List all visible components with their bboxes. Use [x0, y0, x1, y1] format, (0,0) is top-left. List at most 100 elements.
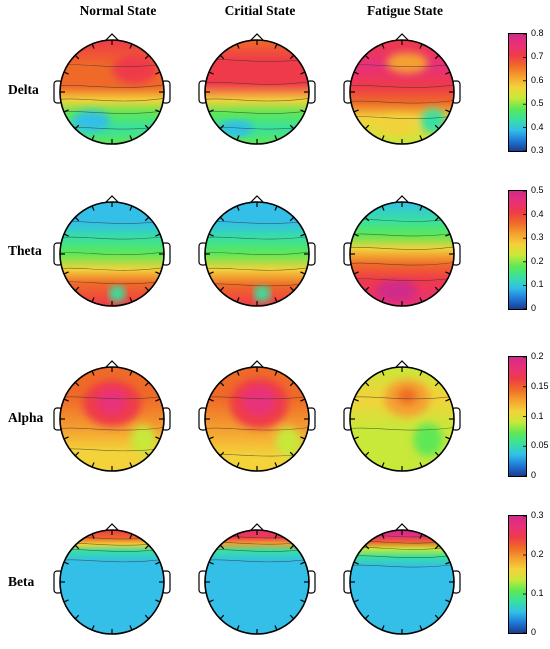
electrode-marker [445, 271, 451, 275]
electrode-marker [364, 614, 370, 620]
activation-region [108, 285, 126, 302]
colorbar-beta [508, 515, 527, 634]
electrode-marker [155, 561, 161, 565]
colorbar-gradient [508, 33, 527, 152]
electrode-marker [289, 124, 295, 130]
electrode-marker [219, 54, 225, 60]
electrode-marker [300, 71, 306, 75]
contour-line [350, 261, 454, 266]
electrode-marker [419, 297, 423, 303]
activation-region [378, 115, 416, 135]
electrode-marker [236, 297, 240, 303]
electrode-marker [219, 286, 225, 292]
activation-region [275, 427, 301, 457]
electrode-marker [63, 271, 69, 275]
colorbar-tick-label: 0.3 [531, 232, 544, 243]
row-label-beta: Beta [8, 574, 35, 589]
electrode-marker [364, 451, 370, 457]
electrode-marker [300, 109, 306, 113]
nose-outline [104, 523, 120, 532]
nose-outline [104, 195, 120, 204]
colorbar-tick-label: 0 [531, 627, 537, 637]
nose-outline [104, 360, 120, 369]
electrode-marker [381, 135, 385, 141]
electrode-marker [144, 614, 150, 620]
activation-region [219, 120, 253, 137]
electrode-marker [419, 370, 423, 376]
electrode-marker [274, 462, 278, 468]
row-label-alpha: Alpha [8, 410, 44, 425]
electrode-marker [236, 625, 240, 631]
electrode-marker [144, 544, 150, 550]
electrode-marker [208, 599, 214, 603]
electrode-marker [445, 436, 451, 440]
electrode-marker [74, 381, 80, 387]
column-title-critical: Critial State [224, 3, 296, 18]
electrode-marker [236, 370, 240, 376]
electrode-marker [74, 54, 80, 60]
contour-line [205, 80, 309, 85]
electrode-marker [236, 462, 240, 468]
electrode-marker [274, 625, 278, 631]
electrode-marker [144, 216, 150, 222]
topomap-delta-critical [198, 33, 316, 145]
topomap-alpha-normal [53, 360, 171, 472]
topomap-alpha-fatigue [343, 360, 461, 472]
electrode-marker [353, 71, 359, 75]
electrode-marker [274, 370, 278, 376]
electrode-marker [419, 533, 423, 539]
electrode-marker [289, 216, 295, 222]
electrode-marker [274, 533, 278, 539]
electrode-marker [219, 544, 225, 550]
nose-outline [104, 33, 120, 42]
electrode-marker [208, 71, 214, 75]
activation-region [253, 285, 271, 302]
colorbar-delta [508, 33, 527, 152]
colorbar-tick-label: 0.2 [531, 549, 544, 559]
topomap-delta-normal [53, 33, 171, 145]
electrode-marker [381, 625, 385, 631]
activation-region [242, 385, 276, 415]
electrode-marker [91, 533, 95, 539]
electrode-marker [381, 43, 385, 49]
electrode-marker [364, 544, 370, 550]
electrode-marker [434, 544, 440, 550]
electrode-marker [144, 286, 150, 292]
nose-outline [249, 523, 265, 532]
colorbar-gradient [508, 190, 527, 310]
electrode-marker [236, 533, 240, 539]
contour-line [60, 97, 164, 102]
electrode-marker [129, 205, 133, 211]
electrode-marker [419, 625, 423, 631]
electrode-marker [300, 398, 306, 402]
electrode-marker [353, 398, 359, 402]
electrode-marker [129, 462, 133, 468]
electrode-marker [155, 271, 161, 275]
electrode-marker [91, 625, 95, 631]
electrode-marker [289, 54, 295, 60]
column-title-normal: Normal State [79, 3, 157, 18]
colorbar-tick-label: 0.7 [531, 51, 544, 62]
row-label-theta: Theta [8, 243, 42, 258]
electrode-marker [289, 544, 295, 550]
electrode-marker [289, 381, 295, 387]
electrode-marker [381, 533, 385, 539]
electrode-marker [364, 216, 370, 222]
electrode-marker [445, 599, 451, 603]
nose-outline [249, 360, 265, 369]
electrode-marker [289, 451, 295, 457]
electrode-marker [155, 398, 161, 402]
contour-line [350, 99, 454, 104]
electrode-marker [419, 135, 423, 141]
electrode-marker [129, 297, 133, 303]
electrode-marker [434, 451, 440, 457]
electrode-marker [445, 109, 451, 113]
electrode-marker [219, 216, 225, 222]
electrode-marker [74, 544, 80, 550]
electrode-marker [353, 561, 359, 565]
electrode-marker [300, 436, 306, 440]
topomap-delta-fatigue [343, 33, 461, 145]
electrode-marker [236, 205, 240, 211]
electrode-marker [445, 398, 451, 402]
colorbar-tick-label: 0.3 [531, 510, 544, 520]
